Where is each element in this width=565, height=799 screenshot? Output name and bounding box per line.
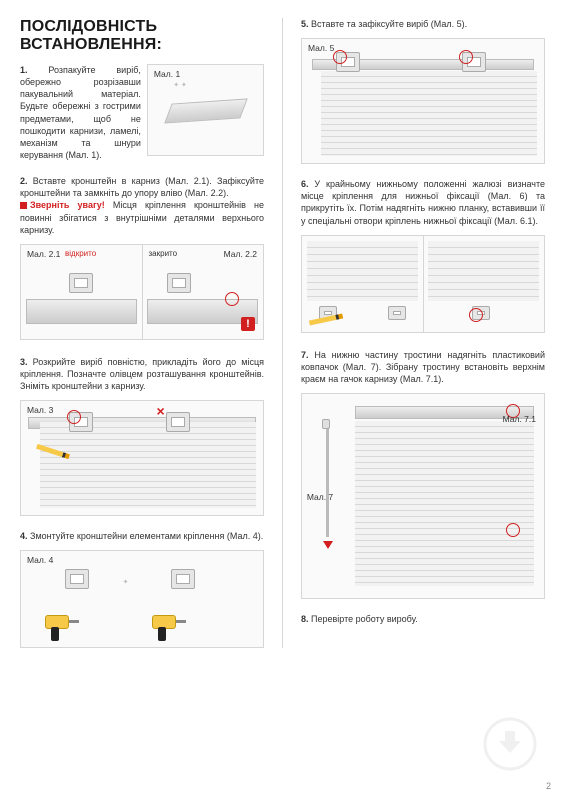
fig-2-1: Мал. 2.1 відкрито bbox=[20, 244, 143, 340]
right-column: 5. Вставте та зафіксуйте виріб (Мал. 5).… bbox=[301, 18, 545, 648]
fig-6-pair: Мал. 6 Мал. 6.1 bbox=[301, 235, 545, 333]
fig-6-1: Мал. 6.1 bbox=[424, 235, 546, 333]
step-7-body: На нижню частину тростини надягніть плас… bbox=[301, 350, 545, 384]
fig-6: Мал. 6 bbox=[301, 235, 424, 333]
step-7-num: 7. bbox=[301, 350, 309, 360]
fig-4: Мал. 4 ✦ bbox=[20, 550, 264, 648]
step-1-body: Розпакуйте виріб, обережно розрізавши па… bbox=[20, 65, 141, 160]
column-divider bbox=[282, 18, 283, 648]
fig-2-pair: Мал. 2.1 відкрито закрито Мал. 2.2 ! bbox=[20, 244, 264, 340]
drill-icon bbox=[45, 615, 79, 641]
step-3-body: Розкрийте виріб повністю, прикладіть йог… bbox=[20, 357, 264, 391]
step-2-text: 2. Вставте кронштейн в карниз (Мал. 2.1)… bbox=[20, 175, 264, 236]
step-5-text: 5. Вставте та зафіксуйте виріб (Мал. 5). bbox=[301, 18, 545, 30]
fig-7-label: Мал. 7 bbox=[307, 492, 333, 502]
fig-1-illus: ✦ ✦ bbox=[148, 65, 263, 155]
left-column: ПОСЛІДОВНІСТЬ ВСТАНОВЛЕННЯ: 1. Розпакуйт… bbox=[20, 18, 264, 648]
step-1-row: 1. Розпакуйте виріб, обережно розрізавши… bbox=[20, 64, 264, 161]
warn-square-icon bbox=[20, 202, 27, 209]
step-1-num: 1. bbox=[20, 65, 28, 75]
step-6-body: У крайньому нижньому положенні жалюзі ви… bbox=[301, 179, 545, 225]
watermark-icon bbox=[483, 717, 537, 771]
step-8-num: 8. bbox=[301, 614, 309, 624]
fig-5: Мал. 5 bbox=[301, 38, 545, 164]
step-4-body: Змонтуйте кронштейни елементами кріпленн… bbox=[30, 531, 263, 541]
page-title: ПОСЛІДОВНІСТЬ ВСТАНОВЛЕННЯ: bbox=[20, 18, 264, 54]
fig-7-1-label: Мал. 7.1 bbox=[503, 414, 536, 424]
step-4-num: 4. bbox=[20, 531, 28, 541]
step-2-line1: Вставте кронштейн в карниз (Мал. 2.1). З… bbox=[20, 176, 264, 198]
step-5-num: 5. bbox=[301, 19, 309, 29]
step-3-text: 3. Розкрийте виріб повністю, прикладіть … bbox=[20, 356, 264, 392]
warn-icon: ! bbox=[241, 317, 255, 331]
step-8-body: Перевірте роботу виробу. bbox=[311, 614, 418, 624]
step-1-text: 1. Розпакуйте виріб, обережно розрізавши… bbox=[20, 64, 141, 161]
drill-icon bbox=[152, 615, 186, 641]
fig-3: Мал. 3 × bbox=[20, 400, 264, 516]
step-8-text: 8. Перевірте роботу виробу. bbox=[301, 613, 545, 625]
step-6-text: 6. У крайньому нижньому положенні жалюзі… bbox=[301, 178, 545, 227]
cross-icon: × bbox=[157, 403, 165, 419]
step-7-text: 7. На нижню частину тростини надягніть п… bbox=[301, 349, 545, 385]
fig-1: Мал. 1 ✦ ✦ bbox=[147, 64, 264, 156]
step-6-num: 6. bbox=[301, 179, 309, 189]
page-root: ПОСЛІДОВНІСТЬ ВСТАНОВЛЕННЯ: 1. Розпакуйт… bbox=[0, 0, 565, 676]
step-3-num: 3. bbox=[20, 357, 28, 367]
arrow-down-icon bbox=[323, 541, 333, 549]
fig-2-2: закрито Мал. 2.2 ! bbox=[143, 244, 265, 340]
step-4-text: 4. Змонтуйте кронштейни елементами кріпл… bbox=[20, 530, 264, 542]
step-5-body: Вставте та зафіксуйте виріб (Мал. 5). bbox=[311, 19, 467, 29]
step-2-warn-label: Зверніть увагу! bbox=[30, 200, 105, 210]
page-number: 2 bbox=[546, 781, 551, 791]
step-2-num: 2. bbox=[20, 176, 28, 186]
fig-7: Мал. 7.1 Мал. 7 bbox=[301, 393, 545, 599]
